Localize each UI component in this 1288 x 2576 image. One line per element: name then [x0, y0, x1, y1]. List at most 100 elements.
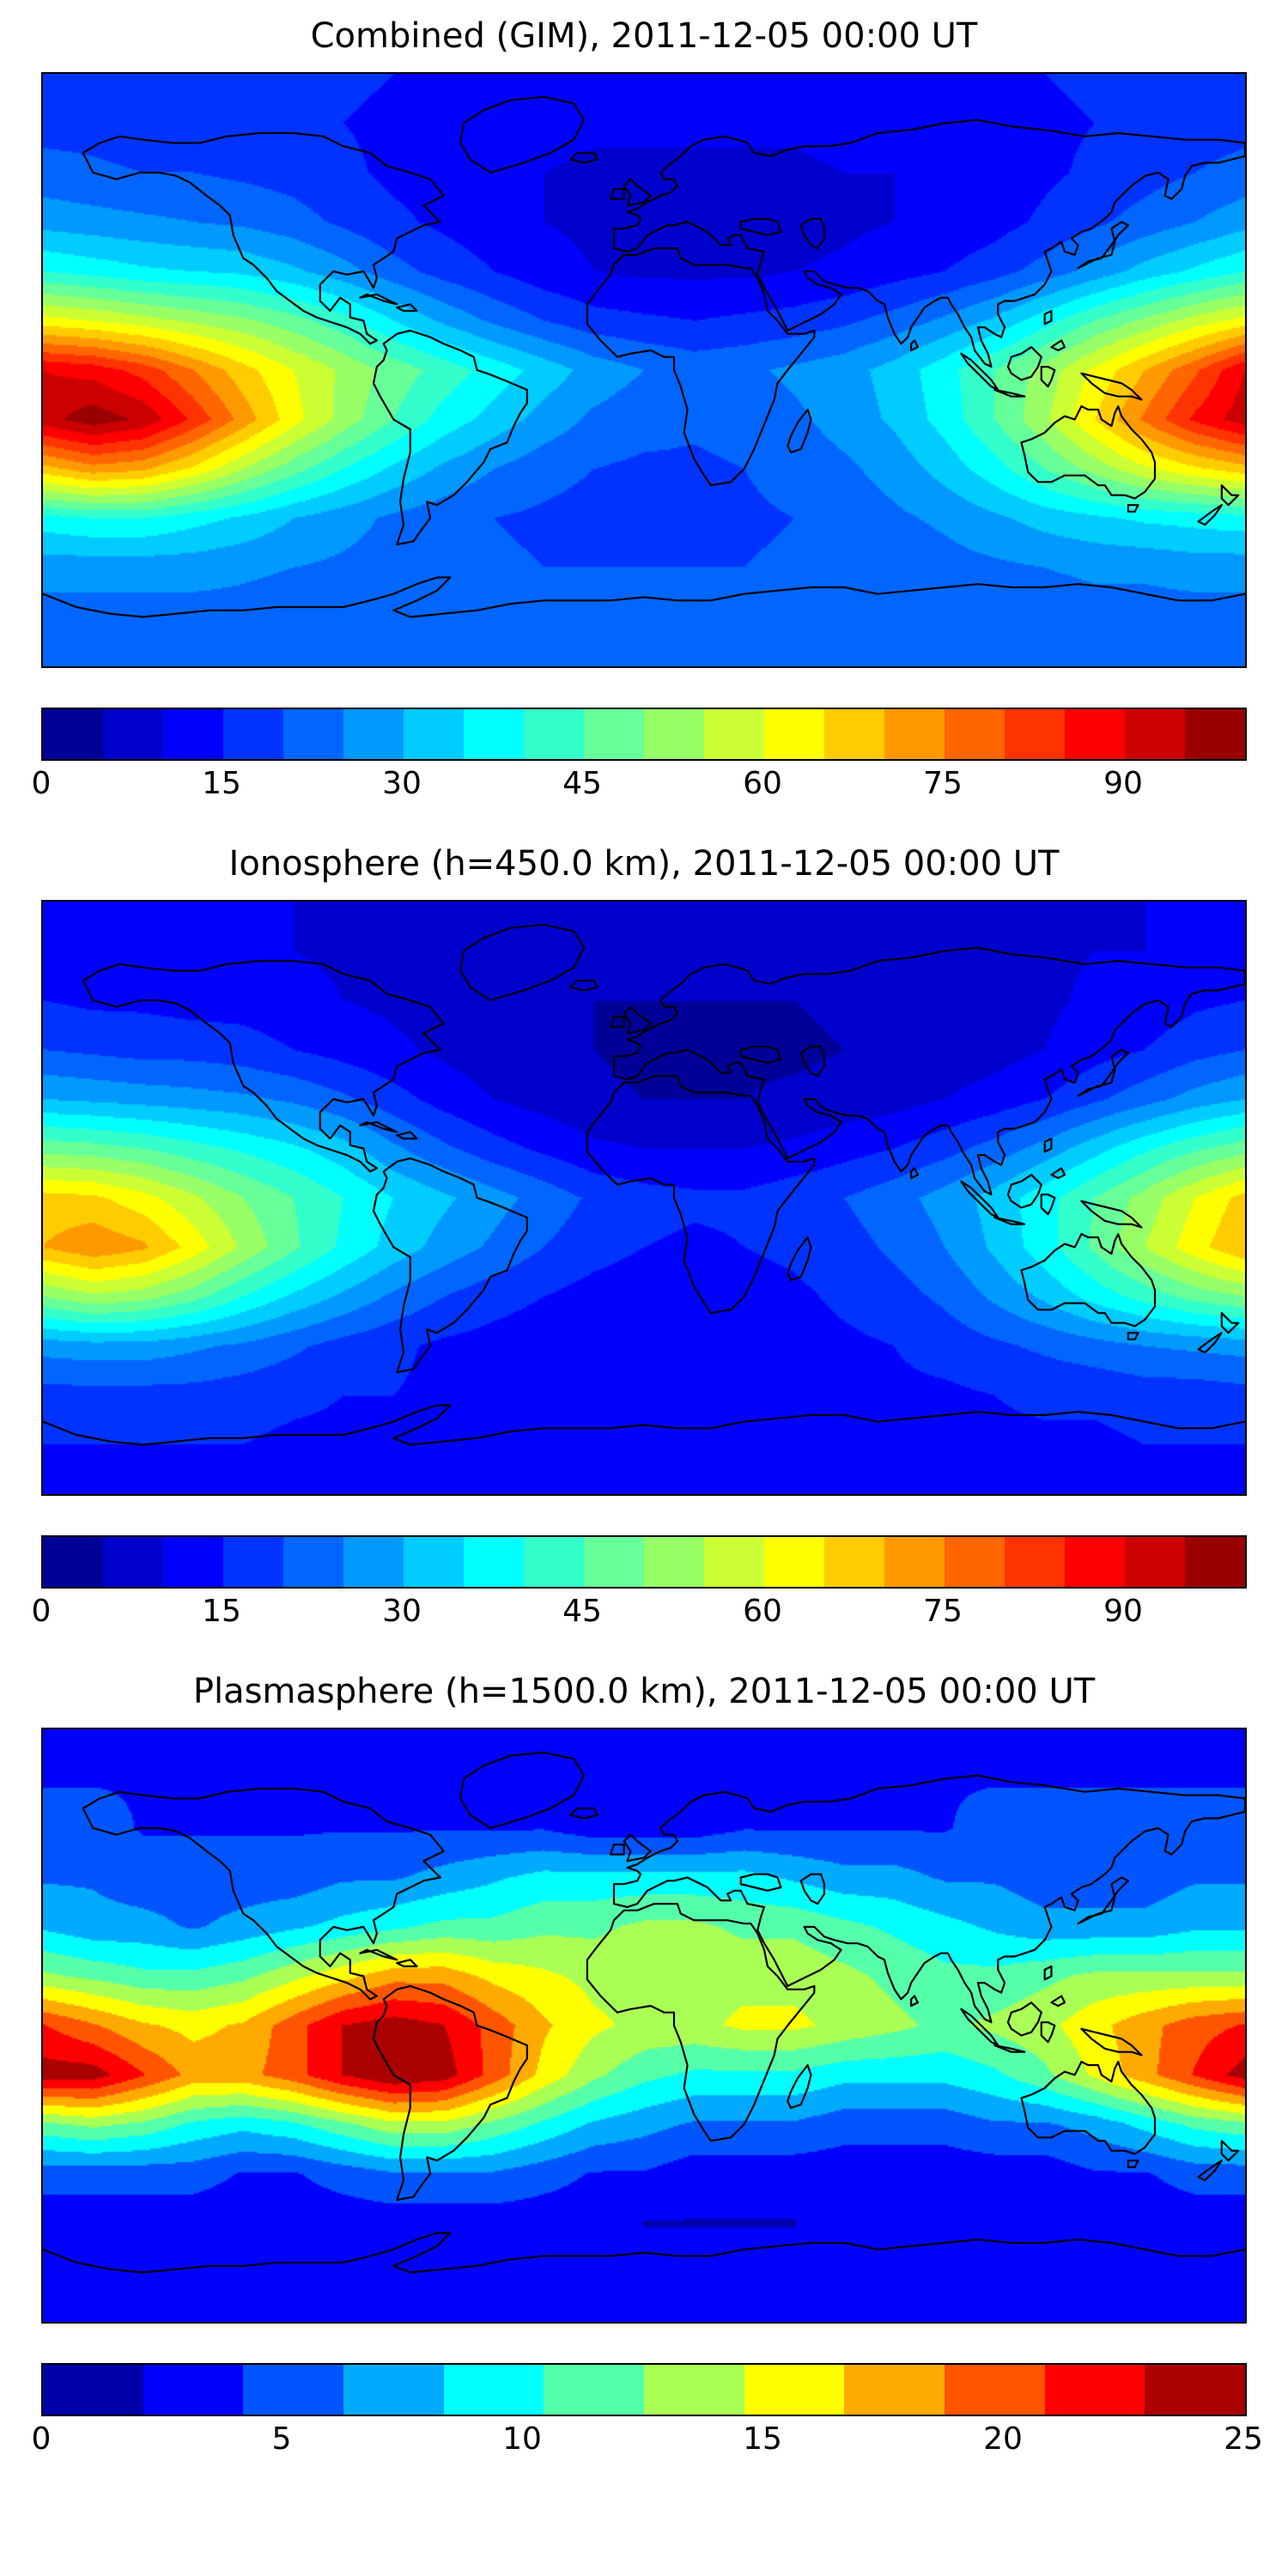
colorbar-tick-label: 20 — [983, 2421, 1023, 2457]
colorbar-segment — [524, 1537, 584, 1587]
coastline-japan — [1078, 1050, 1128, 1097]
colorbar-tick-label: 90 — [1103, 766, 1143, 801]
coastline-mindanao — [1051, 1169, 1065, 1179]
colorbar-segment — [163, 709, 223, 759]
coastline-eurasia — [614, 1776, 1245, 2023]
colorbar-segment — [1185, 709, 1245, 759]
colorbar-segment — [163, 1537, 223, 1587]
coastline-japan — [1078, 1878, 1128, 1924]
colorbar-segment — [644, 2365, 744, 2415]
colorbar-tick-label: 15 — [202, 766, 241, 801]
coastline-new-zealand-north — [1222, 485, 1238, 505]
coastline-ireland — [611, 1844, 624, 1855]
coastline-south-america — [374, 1986, 527, 2200]
map-plasmasphere — [41, 1728, 1247, 2324]
colorbar-plasmasphere — [41, 2363, 1247, 2416]
coastline-sumatra — [961, 354, 998, 390]
panel-title-combined: Combined (GIM), 2011-12-05 00:00 UT — [310, 16, 978, 56]
colorbar-segment — [283, 709, 343, 759]
panel-title-plasmasphere: Plasmasphere (h=1500.0 km), 2011-12-05 0… — [192, 1672, 1096, 1711]
coastline-sri-lanka — [911, 1169, 918, 1179]
colorbar-segment — [103, 1537, 163, 1587]
colorbar-ticks-combined: 0 15 30 45 60 75 90 — [32, 766, 1243, 809]
coastline-antarctica — [43, 1406, 1245, 1445]
panel-ionosphere: Ionosphere (h=450.0 km), 2011-12-05 00:0… — [32, 843, 1247, 1637]
coastline-africa — [587, 248, 814, 485]
colorbar-segment — [43, 709, 103, 759]
coastline-caspian-sea — [801, 219, 824, 249]
tec-maps-figure: Combined (GIM), 2011-12-05 00:00 UT 0 15 3… — [32, 15, 1263, 2464]
coastline-sumatra — [961, 1182, 998, 1218]
coastline-black-sea — [741, 1874, 781, 1891]
colorbar-segment — [544, 2365, 645, 2415]
coastline-australia — [1021, 406, 1155, 498]
colorbar-segment — [584, 1537, 644, 1587]
coastline-black-sea — [741, 1047, 781, 1063]
colorbar-segment — [744, 2365, 845, 2415]
coastline-iceland — [570, 153, 597, 163]
colorbar-segment — [43, 1537, 103, 1587]
colorbar-tick-label: 25 — [1224, 2421, 1263, 2457]
coastline-madagascar — [787, 1237, 811, 1280]
colorbar-tick-label: 10 — [502, 2421, 542, 2457]
colorbar-combined — [41, 708, 1247, 761]
colorbar-tick-label: 0 — [31, 766, 52, 801]
colorbar-tick-label: 30 — [382, 1594, 422, 1629]
map-combined — [41, 72, 1247, 668]
colorbar-segment — [704, 1537, 764, 1587]
coastline-sri-lanka — [911, 1996, 918, 2007]
coastline-africa — [587, 1904, 814, 2141]
colorbar-segment — [283, 1537, 343, 1587]
coastline-japan — [1078, 222, 1128, 269]
coastline-tasmania — [1128, 505, 1139, 512]
colorbar-segment — [343, 2365, 444, 2415]
colorbar-tick-label: 15 — [202, 1594, 241, 1629]
coastline-australia — [1021, 2062, 1155, 2154]
coastline-overlay-combined — [43, 74, 1245, 666]
coastline-great-britain — [624, 1007, 651, 1034]
coastline-north-america — [83, 961, 444, 1171]
coastline-sulawesi — [1042, 367, 1055, 386]
coastline-africa — [587, 1076, 814, 1313]
colorbar-segment — [1005, 709, 1065, 759]
colorbar-segment — [1044, 2365, 1145, 2415]
coastline-antarctica — [43, 2233, 1245, 2273]
colorbar-segment — [343, 709, 404, 759]
colorbar-tick-label: 75 — [923, 766, 963, 801]
coastline-greenland — [460, 97, 584, 173]
coastline-tasmania — [1128, 2160, 1139, 2167]
colorbar-tick-label: 45 — [562, 766, 602, 801]
coastline-caspian-sea — [801, 1047, 824, 1077]
panel-combined-gim: Combined (GIM), 2011-12-05 00:00 UT 0 15 3… — [32, 15, 1247, 809]
coastline-greenland — [460, 925, 584, 1000]
coastline-new-zealand-south — [1199, 2160, 1222, 2180]
tec-heatmap-canvas-combined — [43, 74, 1245, 666]
colorbar-tick-label: 15 — [743, 2421, 782, 2457]
colorbar-ticks-plasmasphere: 0 5 10 15 20 25 — [32, 2421, 1263, 2464]
coastline-north-america — [83, 133, 444, 343]
colorbar-segment — [143, 2365, 244, 2415]
coastline-new-zealand-south — [1199, 505, 1222, 525]
colorbar-segment — [343, 1537, 404, 1587]
colorbar-segment — [464, 709, 524, 759]
colorbar-segment — [404, 1537, 464, 1587]
colorbar-segment — [1065, 709, 1125, 759]
colorbar-tick-label: 45 — [562, 1594, 602, 1629]
coastline-hispaniola — [397, 1132, 416, 1139]
colorbar-tick-label: 75 — [923, 1594, 963, 1629]
coastline-luzon — [1045, 1966, 1052, 1979]
coastline-java — [994, 1218, 1024, 1224]
coastline-tasmania — [1128, 1333, 1139, 1340]
coastline-new-zealand-north — [1222, 1313, 1238, 1333]
coastline-black-sea — [741, 219, 781, 235]
coastline-luzon — [1045, 1139, 1052, 1151]
colorbar-segment — [584, 709, 644, 759]
panel-title-ionosphere: Ionosphere (h=450.0 km), 2011-12-05 00:0… — [228, 844, 1060, 884]
coastline-iceland — [570, 1808, 597, 1819]
coastline-north-america — [83, 1789, 444, 1999]
colorbar-segment — [884, 709, 945, 759]
colorbar-segment — [43, 2365, 143, 2415]
coastline-borneo — [1008, 1175, 1042, 1207]
coastline-great-britain — [624, 179, 651, 206]
coastline-antarctica — [43, 578, 1245, 617]
